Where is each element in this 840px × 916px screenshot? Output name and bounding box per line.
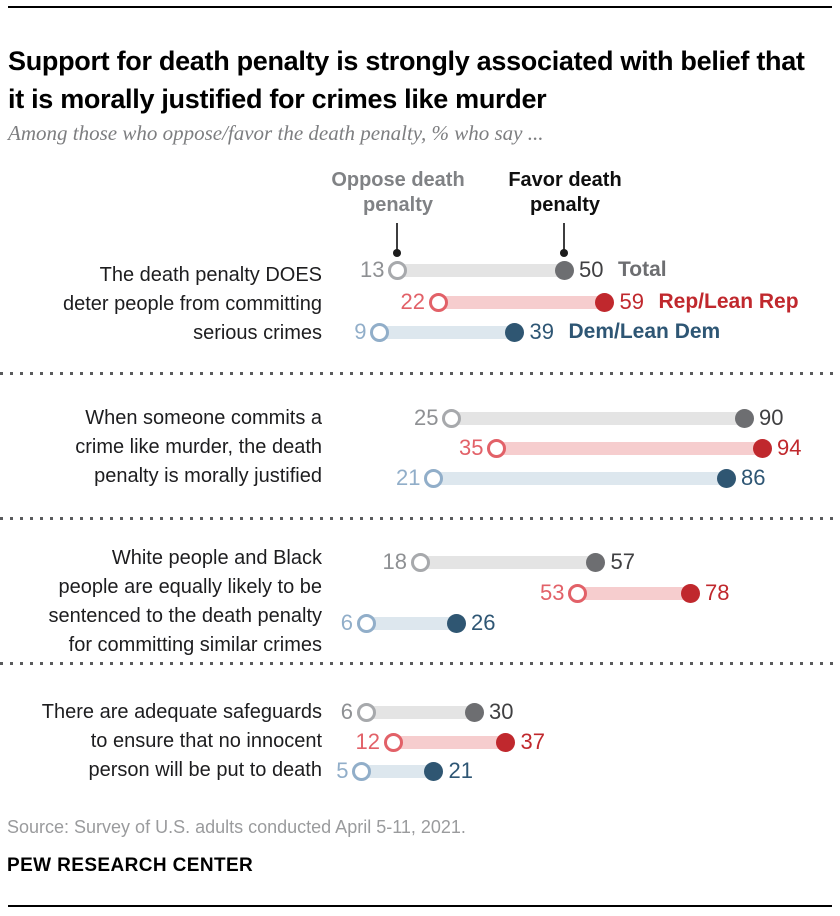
oppose-circle — [356, 702, 376, 722]
favor-value: 26 — [471, 610, 496, 635]
favor-value: 57 — [610, 549, 635, 574]
favor-leader-dot — [560, 249, 568, 257]
statement-label: The death penalty DOES deter people from … — [62, 264, 322, 344]
series-label: Rep/Lean Rep — [658, 290, 799, 313]
series-label: Total — [618, 258, 667, 281]
oppose-leader-dot — [393, 249, 401, 257]
oppose-circle — [428, 292, 448, 312]
connector-bar — [496, 441, 762, 455]
favor-value: 78 — [705, 580, 730, 605]
favor-value: 37 — [520, 729, 545, 754]
top-border-rule — [8, 6, 832, 8]
oppose-value: 6 — [340, 699, 353, 724]
source-note: Source: Survey of U.S. adults conducted … — [7, 817, 466, 837]
statement-label: White people and Black people are equally… — [48, 547, 322, 656]
favor-value: 90 — [759, 405, 784, 430]
oppose-value: 53 — [540, 580, 565, 605]
favor-circle — [464, 702, 484, 722]
chart-title: Support for death penalty is strongly as… — [8, 46, 805, 115]
oppose-value: 22 — [400, 289, 425, 314]
favor-value: 50 — [579, 257, 604, 282]
oppose-value: 18 — [382, 549, 407, 574]
oppose-circle — [356, 613, 376, 633]
oppose-circle — [388, 260, 407, 280]
oppose-circle — [383, 732, 403, 752]
favor-value: 39 — [529, 319, 554, 344]
oppose-circle — [410, 552, 430, 572]
connector-bar — [393, 735, 506, 749]
oppose-circle — [568, 583, 587, 603]
favor-circle — [496, 732, 515, 752]
oppose-value: 21 — [396, 465, 421, 490]
favor-circle — [424, 761, 443, 781]
favor-circle — [554, 260, 574, 280]
oppose-circle — [487, 438, 506, 458]
favor-circle — [734, 408, 754, 428]
oppose-circle — [370, 322, 389, 342]
brand-label: PEW RESEARCH CENTER — [7, 855, 254, 876]
connector-bar — [438, 295, 605, 309]
favor-value: 21 — [448, 758, 473, 783]
oppose-value: 12 — [355, 729, 380, 754]
oppose-value: 35 — [459, 435, 484, 460]
connector-bar — [420, 555, 596, 569]
connector-bar — [451, 411, 744, 425]
oppose-value: 6 — [340, 610, 353, 635]
favor-value: 59 — [619, 289, 644, 314]
favor-circle — [586, 552, 605, 572]
favor-circle — [716, 468, 736, 488]
oppose-leader-line — [396, 223, 398, 250]
favor-circle — [505, 322, 524, 342]
oppose-value: 5 — [336, 758, 349, 783]
connector-bar — [397, 263, 564, 277]
bottom-border-rule — [8, 905, 832, 907]
favor-circle — [680, 583, 700, 603]
oppose-circle — [442, 408, 461, 428]
connector-bar — [577, 586, 690, 600]
connector-bar — [433, 471, 726, 485]
oppose-value: 25 — [414, 405, 439, 430]
favor-leader-line — [563, 223, 565, 250]
statement-label: There are adequate safeguards to ensure t… — [41, 701, 322, 781]
connector-bar — [366, 616, 456, 630]
legend-favor-label: Favor death penalty — [508, 169, 622, 216]
statement-label: When someone commits a crime like murder,… — [75, 407, 322, 487]
favor-circle — [595, 292, 614, 312]
oppose-circle — [424, 468, 443, 488]
series-label: Dem/Lean Dem — [568, 320, 721, 343]
legend-oppose-label: Oppose death penalty — [331, 169, 465, 216]
connector-bar — [366, 705, 474, 719]
connector-bar — [361, 764, 434, 778]
oppose-circle — [352, 761, 371, 781]
group-separator — [0, 517, 840, 520]
favor-value: 30 — [489, 699, 514, 724]
oppose-value: 13 — [360, 257, 385, 282]
favor-value: 94 — [777, 435, 802, 460]
connector-bar — [379, 325, 515, 339]
oppose-value: 9 — [354, 319, 367, 344]
favor-value: 86 — [741, 465, 766, 490]
chart-subtitle: Among those who oppose/favor the death p… — [8, 121, 544, 145]
favor-circle — [446, 613, 466, 633]
favor-circle — [752, 438, 772, 458]
group-separator — [0, 662, 840, 665]
group-separator — [0, 372, 840, 375]
